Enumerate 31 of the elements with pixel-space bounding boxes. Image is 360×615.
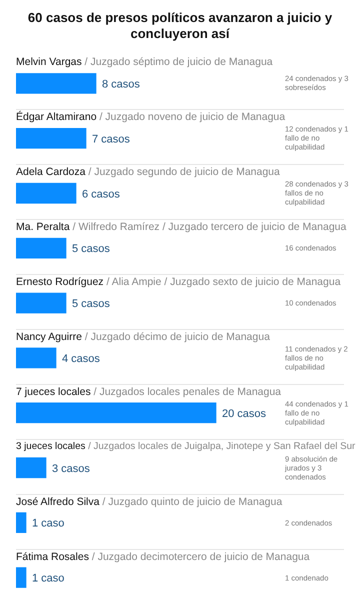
y-tick-label: Fátima Rosales / Juzgado decimotercero de juicio de Managua <box>16 550 310 563</box>
data-label: 5 casos <box>72 298 110 310</box>
y-tick-label: Ma. Peralta / Wilfredo Ramírez / Juzgado tercero de juicio de Managua <box>16 221 346 234</box>
bar <box>16 128 86 149</box>
y-tick-label: Melvin Vargas / Juzgado séptimo de juicio de Managua <box>16 56 273 68</box>
y-tick-label: Édgar Altamirano / Juzgado noveno de juicio de Managua <box>16 111 286 124</box>
bar <box>16 292 66 314</box>
data-label: 20 casos <box>222 408 267 420</box>
data-label: 3 casos <box>52 462 90 475</box>
y-tick-label: 3 jueces locales / Juzgados locales de Juigalpa, Jinotepe y San Rafael del Sur <box>16 440 356 452</box>
bar <box>16 73 96 94</box>
data-label: 1 caso <box>32 518 64 530</box>
y-tick-label: Adela Cardoza / Juzgado segundo de juicio de Managua <box>16 166 280 178</box>
bar <box>16 182 76 204</box>
data-label: 8 casos <box>102 78 140 90</box>
data-label: 1 caso <box>32 572 64 585</box>
bar <box>16 402 216 424</box>
y-tick-label: Ernesto Rodríguez / Alia Ampie / Juzgado sexto de juicio de Managua <box>16 276 341 288</box>
data-label: 5 casos <box>72 243 110 256</box>
y-tick-label: Nancy Aguirre / Juzgado décimo de juicio de Managua <box>16 330 270 343</box>
y-tick-label: 7 jueces locales / Juzgados locales penales de Managua <box>16 386 282 398</box>
bar <box>16 348 56 368</box>
data-label: 6 casos <box>82 188 120 200</box>
bar <box>16 512 26 533</box>
y-tick-label: José Alfredo Silva / Juzgado quinto de juicio de Managua <box>16 496 282 508</box>
data-label: 7 casos <box>92 133 130 146</box>
chart-title: 60 casos de presos políticos avanzaron a juicio y concluyeron así <box>26 10 334 43</box>
bar <box>16 567 26 588</box>
bar <box>16 457 46 478</box>
data-label: 4 casos <box>62 352 100 365</box>
bar <box>16 238 66 258</box>
